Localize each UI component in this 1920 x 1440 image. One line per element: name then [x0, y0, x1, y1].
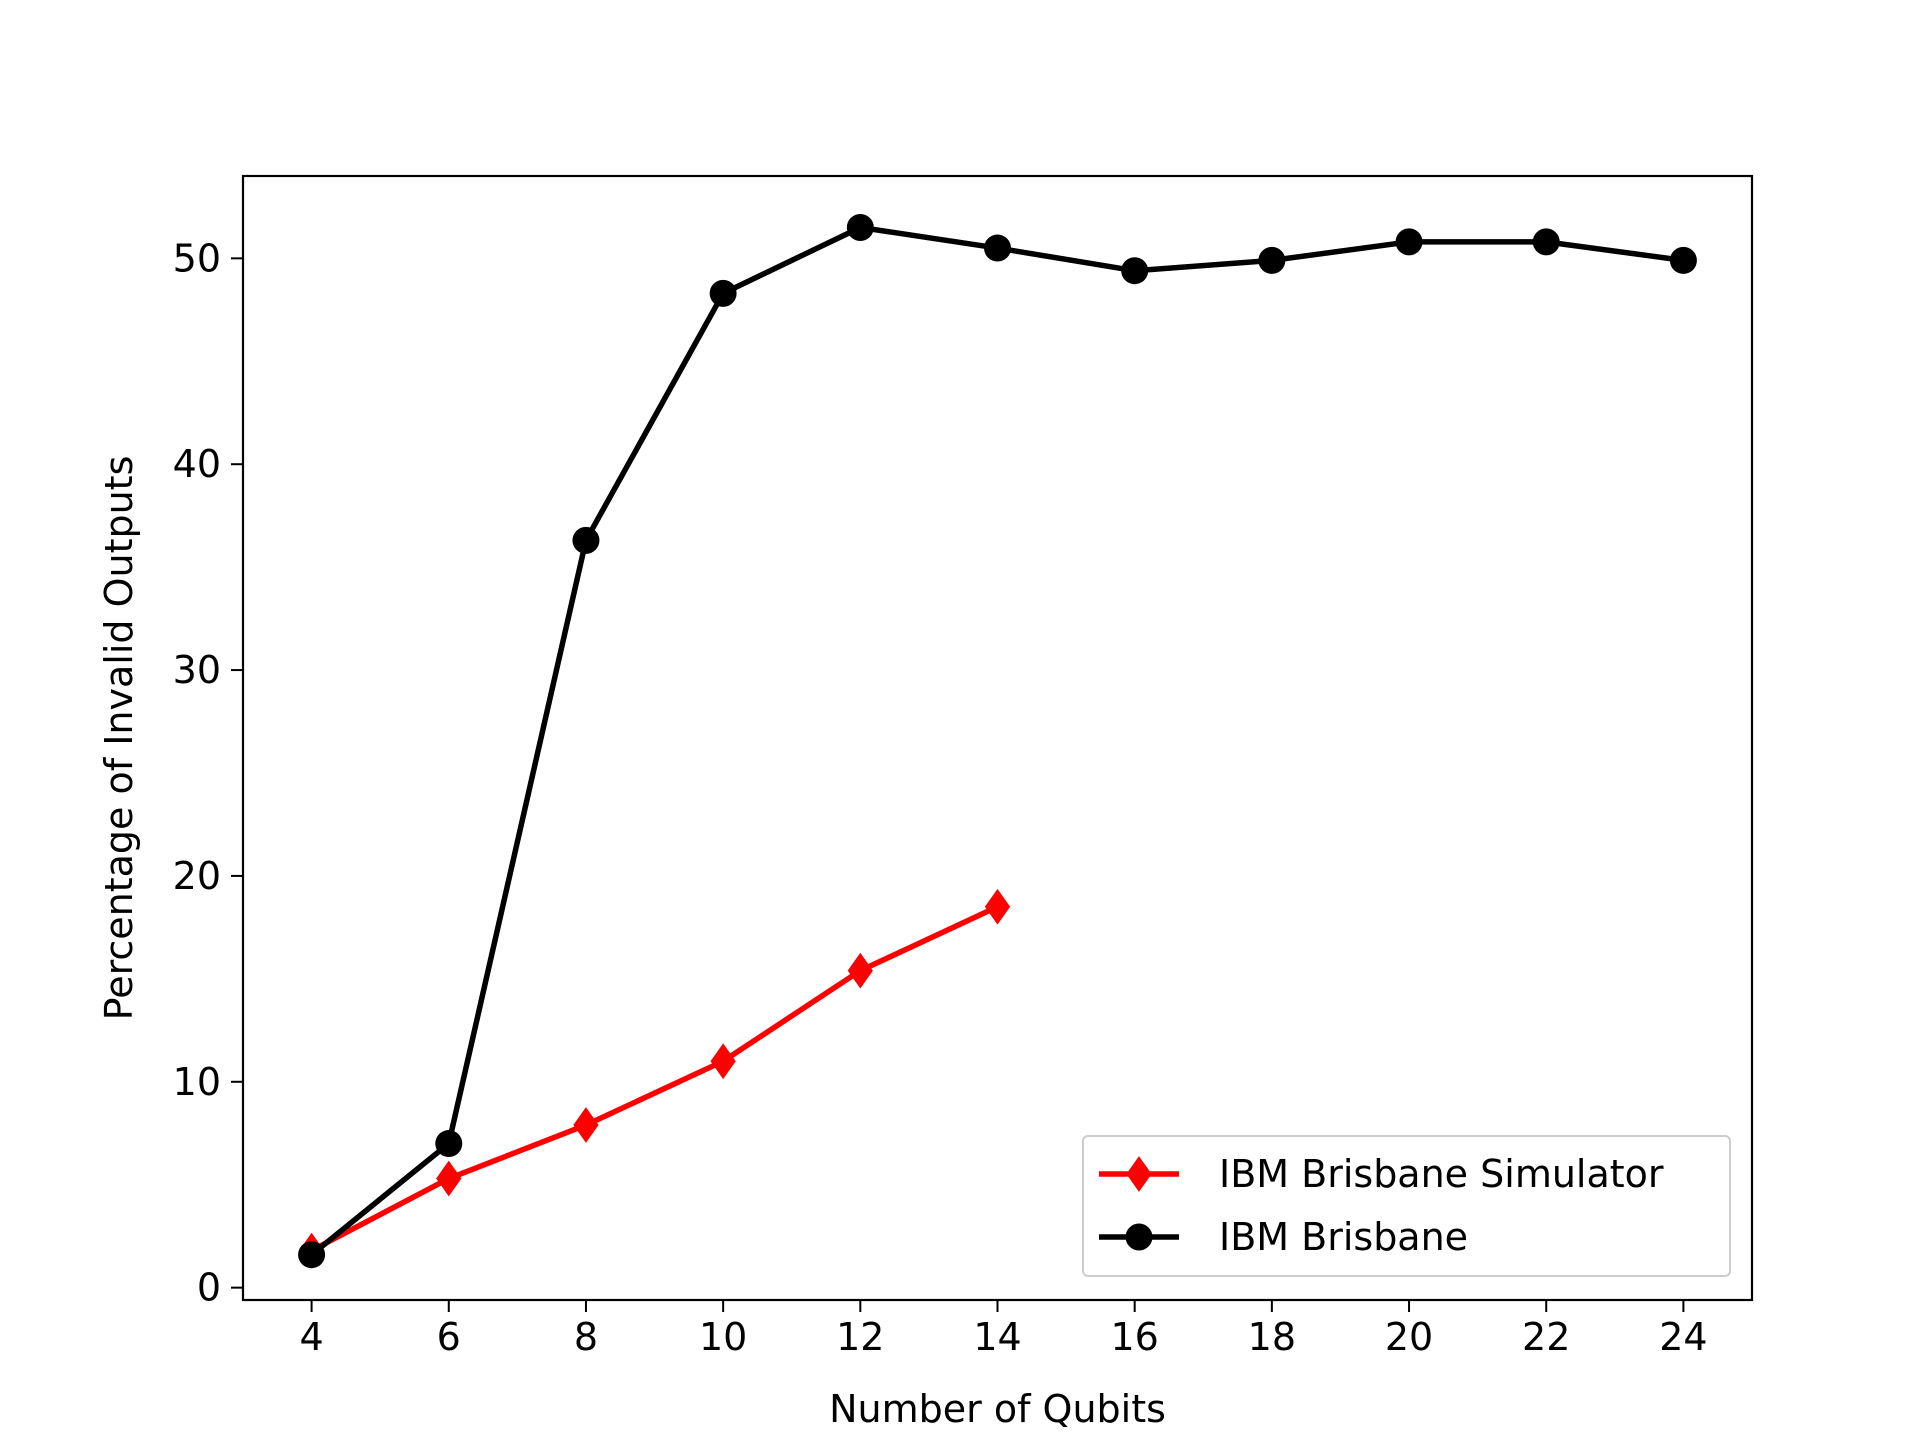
y-tick-label: 40	[173, 442, 221, 486]
data-point	[435, 1130, 463, 1158]
x-tick-label: 8	[574, 1315, 598, 1359]
y-tick-label: 0	[197, 1266, 221, 1310]
data-point	[573, 1107, 599, 1143]
x-tick-label: 22	[1522, 1315, 1570, 1359]
y-tick-label: 50	[173, 236, 221, 280]
x-tick-label: 18	[1248, 1315, 1296, 1359]
x-tick-label: 24	[1659, 1315, 1707, 1359]
data-point	[1121, 257, 1149, 285]
data-point	[709, 279, 737, 307]
x-tick-label: 12	[836, 1315, 884, 1359]
data-point	[846, 213, 874, 241]
axis-ticks: 4 6 8 10 12 14 16 18 20 22 24 0 10 20 30 40 50	[173, 236, 1708, 1359]
x-axis-title: Number of Qubits	[829, 1387, 1166, 1431]
x-tick-label: 4	[299, 1315, 323, 1359]
y-axis-title: Percentage of Invalid Outputs	[97, 456, 141, 1021]
data-point	[710, 1043, 736, 1080]
legend-label: IBM Brisbane Simulator	[1219, 1152, 1664, 1196]
y-tick-label: 30	[173, 648, 221, 692]
legend-box	[1082, 1135, 1731, 1277]
data-point	[1532, 228, 1560, 256]
legend-entry: IBM Brisbane Simulator	[1099, 1152, 1664, 1196]
y-tick-label: 20	[173, 854, 221, 898]
data-point	[984, 888, 1011, 925]
series-hardware	[298, 213, 1697, 1269]
x-tick-label: 6	[437, 1315, 461, 1359]
data-series	[298, 213, 1697, 1269]
x-tick-label: 20	[1385, 1315, 1433, 1359]
data-point	[572, 526, 600, 554]
legend-marker	[1126, 1156, 1152, 1192]
data-point	[984, 234, 1011, 262]
data-point	[1395, 228, 1423, 256]
legend: IBM Brisbane Simulator IBM Brisbane	[1082, 1135, 1731, 1277]
legend-label: IBM Brisbane	[1219, 1215, 1468, 1259]
data-point	[1669, 246, 1697, 274]
legend-marker	[1125, 1223, 1153, 1251]
data-point	[1258, 246, 1286, 274]
data-point	[298, 1241, 326, 1269]
x-tick-label: 14	[973, 1315, 1021, 1359]
x-tick-label: 10	[699, 1315, 747, 1359]
y-tick-label: 10	[173, 1060, 221, 1104]
x-tick-label: 16	[1111, 1315, 1159, 1359]
data-point	[847, 952, 873, 989]
legend-entry: IBM Brisbane	[1099, 1215, 1468, 1259]
data-point	[436, 1160, 462, 1197]
series-line	[310, 904, 999, 1254]
